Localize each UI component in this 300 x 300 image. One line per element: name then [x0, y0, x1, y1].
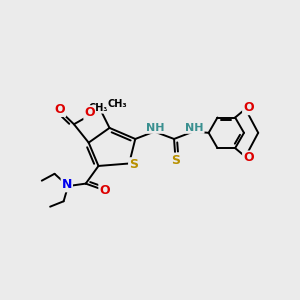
- Text: NH: NH: [146, 123, 165, 133]
- Text: CH₃: CH₃: [89, 103, 108, 113]
- Text: S: S: [129, 158, 138, 171]
- Text: NH: NH: [185, 123, 204, 133]
- Text: O: O: [99, 184, 110, 197]
- Text: S: S: [171, 154, 180, 166]
- Text: O: O: [84, 106, 95, 119]
- Text: O: O: [243, 101, 254, 114]
- Text: O: O: [243, 152, 254, 164]
- Text: N: N: [61, 178, 72, 191]
- Text: CH₃: CH₃: [107, 99, 127, 109]
- Text: O: O: [55, 103, 65, 116]
